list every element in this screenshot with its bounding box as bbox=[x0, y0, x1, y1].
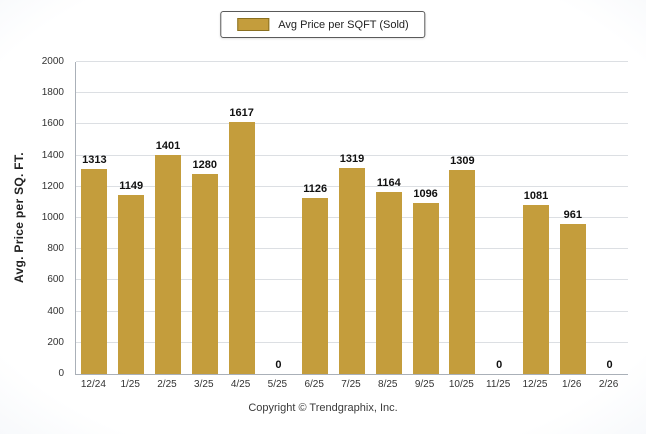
bar-value-label: 1280 bbox=[192, 159, 218, 172]
x-axis-tick-label: 3/25 bbox=[194, 379, 214, 390]
bar bbox=[449, 169, 476, 374]
legend-swatch bbox=[237, 18, 270, 31]
y-axis-tick-label: 600 bbox=[47, 274, 64, 286]
footer-copyright: Copyright © Trendgraphix, Inc. bbox=[248, 402, 398, 414]
y-axis-tick-label: 0 bbox=[58, 368, 64, 379]
y-axis-tick-label: 800 bbox=[47, 243, 64, 255]
legend: Avg Price per SQFT (Sold) bbox=[220, 11, 426, 38]
x-axis-tick-labels: 12/24 1/25 2/25 3/25 4/25 5/25 6/25 7/25 8/25 9/2… bbox=[75, 379, 627, 390]
bar bbox=[118, 194, 145, 374]
x-axis-tick-label: 9/25 bbox=[414, 379, 435, 390]
bar-value-label: 1149 bbox=[119, 179, 144, 192]
bar bbox=[522, 205, 549, 374]
bar-slot: 1081 bbox=[518, 191, 555, 374]
y-axis-tick-labels: 0 200 400 600 800 1000 1200 1400 1600 1800 2000 bbox=[0, 57, 70, 379]
bar bbox=[191, 174, 218, 374]
bar-value-label: 0 bbox=[275, 359, 282, 371]
bar-value-label: 0 bbox=[606, 359, 613, 371]
x-axis-tick-label: 2/25 bbox=[157, 379, 177, 390]
bar-slot: 1126 bbox=[297, 184, 334, 374]
bar-slot: 1313 bbox=[76, 155, 113, 374]
bar-series: 1313 1149 1401 1280 1617 0 1126 1319 1164 1096 130… bbox=[76, 62, 628, 374]
bar-slot: 0 bbox=[481, 360, 518, 374]
bar-value-label: 1081 bbox=[523, 190, 549, 203]
x-axis-tick-label: 4/25 bbox=[230, 379, 251, 390]
bar-value-label: 1313 bbox=[82, 154, 107, 167]
plot-area: 1313 1149 1401 1280 1617 0 1126 1319 1164 1096 130… bbox=[75, 61, 628, 375]
y-axis-tick-label: 200 bbox=[47, 336, 64, 348]
x-axis-tick-label: 12/24 bbox=[80, 379, 106, 390]
bar-value-label: 1401 bbox=[155, 140, 181, 153]
x-axis-tick-label: 10/25 bbox=[448, 379, 474, 390]
bar-value-label: 1164 bbox=[376, 177, 401, 190]
bar-value-label: 1617 bbox=[229, 106, 254, 119]
bar-slot: 1401 bbox=[150, 141, 187, 374]
gridline bbox=[76, 61, 628, 62]
x-axis-tick-label: 8/25 bbox=[378, 379, 398, 390]
x-axis-tick-label: 5/25 bbox=[267, 379, 288, 390]
x-axis-tick-label: 1/26 bbox=[562, 379, 582, 390]
bar-value-label: 1319 bbox=[339, 153, 365, 166]
bar bbox=[154, 155, 181, 374]
bar bbox=[559, 224, 586, 374]
y-axis-tick-label: 1800 bbox=[41, 87, 64, 99]
legend-label: Avg Price per SQFT (Sold) bbox=[278, 18, 409, 31]
bar-value-label: 0 bbox=[496, 359, 503, 371]
y-axis-tick-label: 2000 bbox=[41, 56, 64, 67]
bar bbox=[81, 169, 108, 374]
bar-slot: 0 bbox=[260, 360, 297, 374]
y-axis-tick-label: 1000 bbox=[41, 212, 64, 223]
y-axis-tick-label: 400 bbox=[47, 305, 64, 317]
bar-slot: 1319 bbox=[334, 154, 371, 374]
bar bbox=[375, 192, 402, 374]
bar-slot: 961 bbox=[554, 210, 591, 374]
y-axis-tick-label: 1200 bbox=[41, 180, 64, 192]
x-axis-tick-label: 2/26 bbox=[598, 379, 619, 390]
bar bbox=[228, 121, 255, 374]
bar-value-label: 1309 bbox=[450, 154, 475, 167]
x-axis-tick-label: 6/25 bbox=[304, 379, 324, 390]
bar-slot: 1617 bbox=[223, 106, 260, 374]
gridline bbox=[76, 92, 628, 94]
x-axis-tick-label: 12/25 bbox=[522, 379, 548, 390]
bar bbox=[338, 168, 365, 374]
bar bbox=[302, 198, 329, 374]
bar-slot: 1280 bbox=[186, 160, 223, 374]
bar-slot: 0 bbox=[591, 360, 628, 374]
bar bbox=[412, 203, 439, 374]
x-axis-tick-label: 11/25 bbox=[486, 379, 511, 390]
y-axis-tick-label: 1600 bbox=[41, 118, 64, 130]
gridline bbox=[76, 123, 628, 125]
x-axis-tick-label: 1/25 bbox=[120, 379, 140, 390]
bar-slot: 1149 bbox=[113, 179, 150, 374]
bar-value-label: 1096 bbox=[413, 188, 438, 201]
bar-value-label: 961 bbox=[563, 209, 582, 222]
bar-slot: 1096 bbox=[407, 189, 444, 374]
x-axis-tick-label: 7/25 bbox=[341, 379, 361, 390]
gridline bbox=[76, 154, 628, 156]
y-axis-tick-label: 1400 bbox=[41, 149, 64, 161]
bar-value-label: 1126 bbox=[303, 183, 328, 196]
bar-slot: 1309 bbox=[444, 154, 481, 374]
bar-slot: 1164 bbox=[370, 178, 407, 374]
